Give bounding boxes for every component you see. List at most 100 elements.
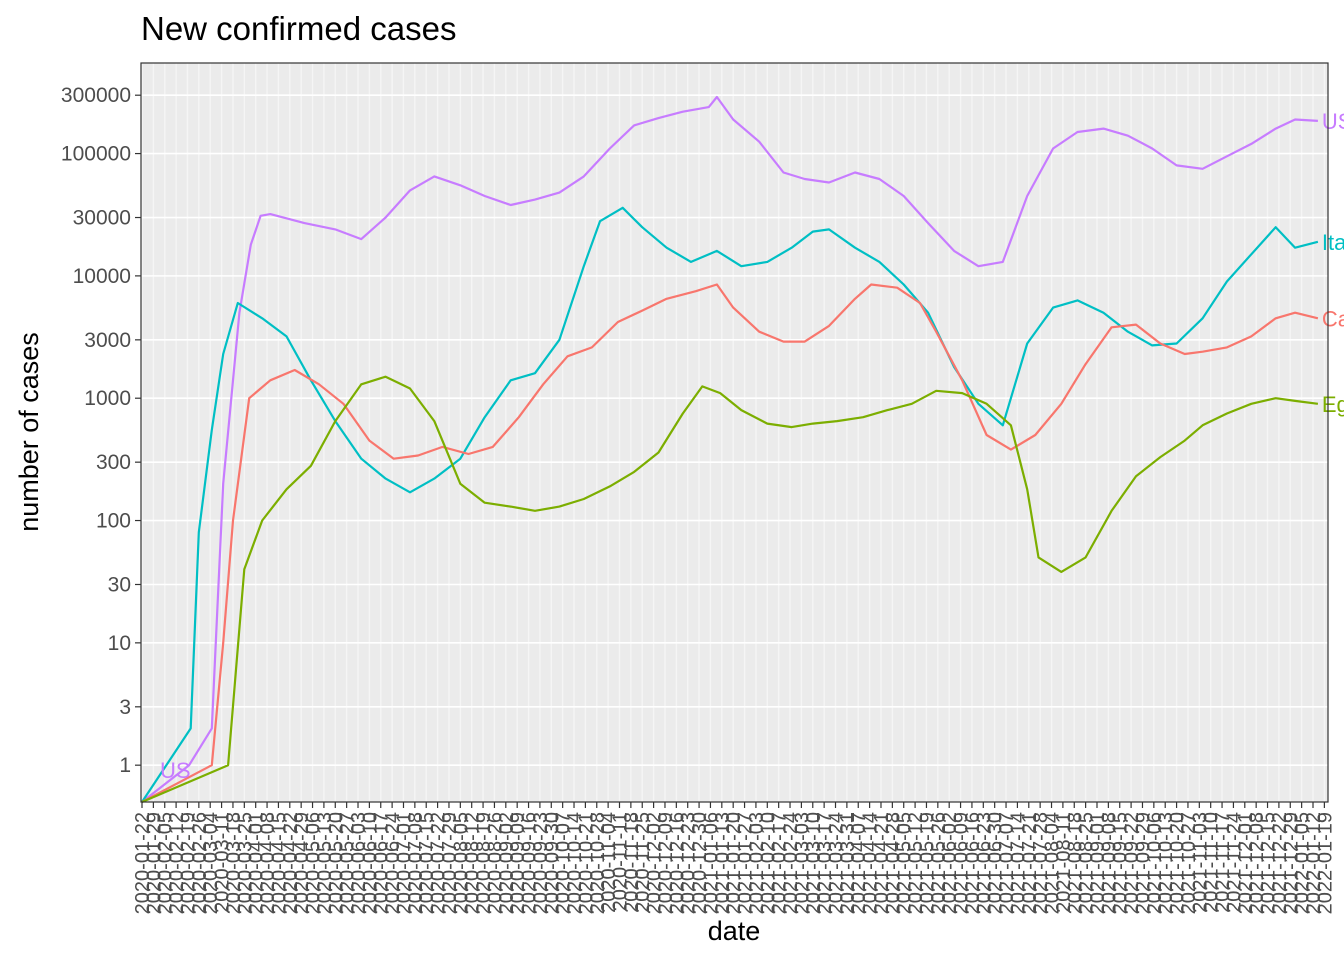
x-tick-label: 2021-08-04 (1042, 812, 1064, 914)
x-tick-label: 2021-10-13 (1155, 812, 1177, 914)
x-tick-label: 2021-08-18 (1064, 812, 1086, 914)
series-start-label-us: US (160, 758, 191, 783)
x-tick-label: 2021-12-01 (1235, 812, 1257, 914)
series-end-label-egypt: Egypt (1322, 392, 1344, 417)
x-tick-label: 2021-07-14 (1007, 812, 1029, 914)
x-tick-label: 2020-05-06 (303, 812, 325, 914)
x-tick-label: 2020-02-19 (177, 812, 199, 914)
x-tick-label: 2021-01-27 (735, 812, 757, 914)
x-tick-label: 2021-04-21 (871, 812, 893, 914)
x-tick-label: 2021-10-27 (1178, 812, 1200, 914)
x-tick-label: 2020-10-07 (553, 812, 575, 914)
x-tick-label: 2021-06-23 (973, 812, 995, 914)
x-tick-label: 2020-03-18 (223, 812, 245, 914)
x-tick-label: 2020-02-05 (155, 812, 177, 914)
x-tick-label: 2020-10-21 (575, 812, 597, 914)
x-tick-label: 2020-07-01 (393, 812, 415, 914)
x-tick-label: 2021-03-03 (791, 812, 813, 914)
x-tick-label: 2021-10-20 (1167, 812, 1189, 914)
x-tick-label: 2020-12-09 (655, 812, 677, 914)
y-tick-label: 300 (96, 451, 131, 474)
x-tick-label: 2020-03-11 (212, 812, 234, 913)
x-axis-title: date (708, 916, 761, 946)
x-tick-label: 2020-07-15 (416, 812, 438, 914)
x-tick-label: 2020-05-20 (325, 812, 347, 914)
x-tick-label: 2020-04-29 (291, 812, 313, 914)
x-tick-label: 2020-02-12 (166, 812, 188, 914)
x-tick-label: 2021-05-12 (905, 812, 927, 914)
plot-panel: US US Italy Canada Egypt (140, 62, 1344, 804)
x-tick-label: 2021-12-08 (1246, 812, 1268, 914)
x-tick-label: 2021-07-21 (1019, 812, 1041, 914)
x-tick-label: 2021-05-05 (894, 812, 916, 914)
x-tick-label: 2020-05-27 (337, 812, 359, 914)
x-tick-label: 2021-03-31 (837, 812, 859, 914)
x-tick-label: 2021-07-28 (1030, 812, 1052, 914)
x-tick-label: 2021-11-17 (1212, 812, 1234, 913)
x-tick-label: 2020-12-23 (678, 812, 700, 914)
x-tick-label: 2020-04-01 (246, 812, 268, 914)
y-tick-label: 3000 (84, 329, 131, 352)
y-tick-label: 3 (119, 696, 131, 719)
series-end-label-us: US (1322, 109, 1344, 134)
x-tick-label: 2022-01-05 (1292, 812, 1314, 914)
series-lines (141, 95, 1319, 804)
x-tick-label: 2021-12-15 (1258, 812, 1280, 914)
x-tick-label: 2021-06-16 (962, 812, 984, 914)
chart-title: New confirmed cases (141, 10, 456, 47)
x-tick-label: 2021-07-07 (996, 812, 1018, 914)
x-tick-label: 2021-02-03 (746, 812, 768, 914)
x-tick-label: 2020-04-22 (280, 812, 302, 914)
x-tick-label: 2022-01-12 (1303, 812, 1325, 914)
x-tick-label: 2021-09-08 (1098, 812, 1120, 914)
y-tick-label: 100 (96, 510, 131, 533)
x-tick-label: 2021-05-19 (916, 812, 938, 914)
panel-border (140, 62, 1329, 803)
x-tick-label: 2020-09-09 (507, 812, 529, 914)
x-tick-label: 2020-11-04 (598, 812, 620, 913)
x-tick-label: 2020-10-28 (587, 812, 609, 914)
x-tick-label: 2021-11-24 (1223, 812, 1245, 913)
x-tick-label: 2020-05-13 (314, 812, 336, 914)
x-tick-label: 2020-07-08 (405, 812, 427, 914)
x-tick-label: 2021-12-29 (1280, 812, 1302, 914)
x-tick-label: 2021-12-22 (1269, 812, 1291, 914)
y-tick-label: 1000 (84, 387, 131, 410)
y-axis: 1 3 10 30 100 300 1000 3000 10000 30000 100000 3000… (61, 84, 141, 777)
grid-lines (141, 63, 1328, 802)
x-tick-label: 2021-02-10 (757, 812, 779, 914)
x-tick-label: 2020-12-02 (644, 812, 666, 914)
x-tick-label: 2020-06-10 (359, 812, 381, 914)
x-tick-label: 2021-08-11 (1053, 812, 1075, 913)
series-line-egypt (141, 375, 1319, 804)
x-tick-label: 2020-01-29 (143, 812, 165, 914)
x-tick-label: 2021-01-13 (712, 812, 734, 914)
x-tick-label: 2021-04-07 (848, 812, 870, 914)
x-tick-label: 2021-06-30 (985, 812, 1007, 914)
panel-background (141, 63, 1328, 802)
x-tick-label: 2021-08-25 (1076, 812, 1098, 914)
x-tick-label: 2021-04-14 (860, 812, 882, 914)
x-tick-label: 2020-02-26 (189, 812, 211, 914)
x-tick-label: 2021-01-20 (723, 812, 745, 914)
x-tick-label: 2021-09-22 (1121, 812, 1143, 914)
x-tick-label: 2021-09-29 (1132, 812, 1154, 914)
x-tick-label: 2020-01-22 (132, 812, 154, 914)
x-tick-label: 2020-06-03 (348, 812, 370, 914)
x-tick-label: 2021-11-03 (1189, 812, 1211, 913)
x-tick-label: 2021-10-06 (1144, 812, 1166, 914)
x-tick-label: 2021-11-10 (1201, 812, 1223, 913)
series-end-label-italy: Italy (1322, 230, 1344, 255)
x-tick-label: 2021-06-09 (951, 812, 973, 914)
x-tick-label: 2021-09-15 (1110, 812, 1132, 914)
series-end-label-canada: Canada (1322, 306, 1344, 331)
series-line-us (141, 95, 1318, 803)
x-tick-label: 2020-11-11 (609, 812, 631, 911)
x-tick-label: 2020-08-19 (473, 812, 495, 914)
x-tick-label: 2020-09-16 (519, 812, 541, 914)
x-tick-label: 2021-03-24 (826, 812, 848, 914)
x-tick-label: 2020-06-17 (371, 812, 393, 914)
x-tick-label: 2021-05-26 (928, 812, 950, 914)
y-tick-label: 30 (108, 573, 131, 596)
y-axis-title: number of cases (14, 332, 44, 532)
